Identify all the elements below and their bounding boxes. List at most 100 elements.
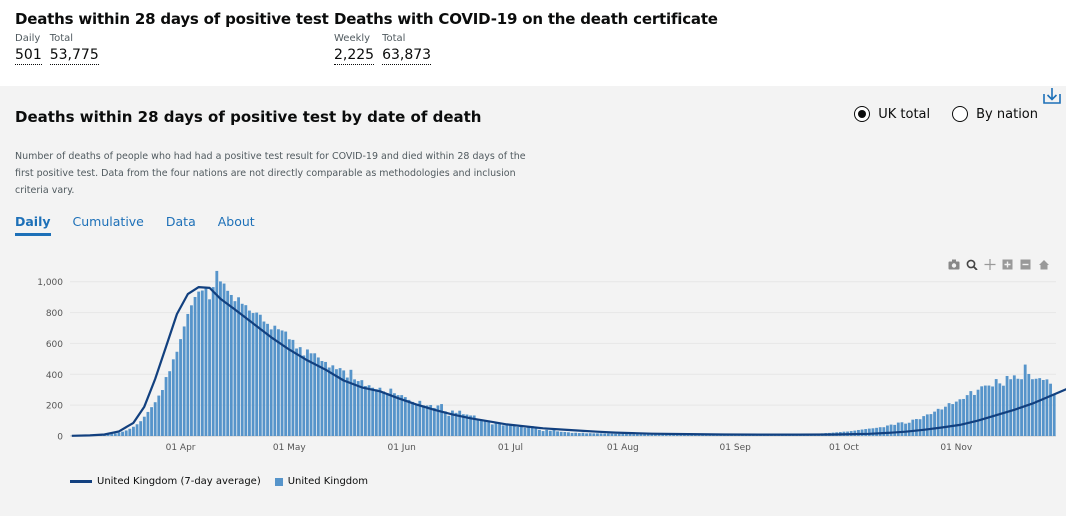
zoom-icon[interactable] [966, 259, 978, 270]
radio-uk-total[interactable]: UK total [854, 106, 930, 122]
daily-bar [498, 423, 501, 436]
x-tick-label: 01 May [273, 443, 307, 453]
daily-bar [487, 421, 491, 436]
daily-bar [179, 339, 182, 436]
daily-bar [222, 283, 226, 436]
daily-bar [519, 426, 523, 436]
daily-bar [469, 415, 472, 436]
daily-bar [563, 431, 567, 436]
daily-bar [150, 407, 153, 436]
daily-bar [132, 426, 135, 436]
daily-bar [171, 359, 175, 436]
daily-bar [962, 398, 965, 436]
daily-bar [106, 434, 110, 436]
card-title: Deaths within 28 days of positive test b… [15, 108, 482, 126]
radio-unchecked-icon[interactable] [952, 106, 969, 122]
chart-card: Deaths within 28 days of positive test b… [0, 86, 1066, 516]
daily-bar [1023, 364, 1027, 436]
tab-cumulative[interactable]: Cumulative [72, 214, 144, 229]
radio-nation-label: By nation [976, 106, 1038, 122]
daily-value[interactable]: 501 [15, 47, 42, 65]
daily-bar [331, 365, 335, 436]
daily-bar [389, 388, 393, 436]
daily-bar [248, 310, 251, 436]
daily-bar [987, 385, 991, 436]
daily-bar [454, 412, 458, 436]
daily-bar [425, 405, 429, 436]
daily-bar [407, 399, 411, 436]
radio-checked-icon[interactable] [854, 106, 871, 122]
daily-bar [197, 291, 201, 436]
daily-bar [947, 403, 951, 436]
daily-bar [414, 404, 418, 436]
zoom-out-icon[interactable] [1020, 259, 1032, 270]
headline-metrics: Weekly 2,225 Total 63,873 [334, 33, 718, 65]
zoom-in-icon[interactable] [1002, 259, 1014, 270]
x-tick-label: 01 Jul [498, 443, 523, 453]
daily-bar [541, 431, 545, 436]
daily-bar [316, 357, 320, 436]
daily-bar [1052, 393, 1056, 436]
daily-bar [969, 391, 973, 436]
daily-bar [603, 433, 607, 436]
legend-item-daily[interactable]: United Kingdom [274, 476, 368, 487]
home-icon[interactable] [1038, 259, 1050, 270]
daily-bar [1009, 379, 1013, 436]
tab-about[interactable]: About [217, 214, 255, 229]
daily-bar [182, 326, 186, 436]
daily-bar [208, 299, 211, 436]
daily-bar [476, 419, 480, 436]
daily-bar [915, 419, 918, 436]
daily-bar [190, 305, 193, 436]
daily-bar [251, 313, 255, 436]
daily-bar [944, 406, 947, 436]
total-value[interactable]: 63,873 [382, 47, 432, 65]
chart-tabs: Daily Cumulative Data About [15, 214, 255, 236]
legend-item-average[interactable]: United Kingdom (7-day average) [70, 476, 261, 487]
daily-bar [965, 395, 969, 436]
daily-bar [338, 368, 342, 436]
seven-day-average-line [71, 286, 1066, 437]
tab-data[interactable]: Data [165, 214, 196, 229]
total-value[interactable]: 53,775 [49, 47, 99, 65]
daily-bar [142, 416, 146, 436]
daily-bar [976, 389, 980, 436]
daily-bar [1031, 379, 1034, 436]
daily-bar [668, 434, 672, 436]
daily-bar [567, 432, 570, 436]
camera-icon[interactable] [948, 259, 960, 270]
daily-bar [882, 427, 886, 436]
daily-bar [527, 426, 530, 436]
daily-bar [907, 422, 911, 436]
daily-bar [577, 433, 581, 436]
daily-bar [1012, 375, 1016, 436]
x-tick-label: 01 Jun [387, 443, 415, 453]
daily-bar [592, 433, 596, 436]
daily-bar [443, 411, 447, 436]
headline-deaths-certificate: Deaths with COVID-19 on the death certif… [334, 10, 718, 65]
daily-bar [860, 429, 864, 436]
daily-bar [889, 424, 893, 436]
tab-daily[interactable]: Daily [15, 214, 51, 236]
radio-by-nation[interactable]: By nation [952, 106, 1038, 122]
daily-bar [922, 416, 926, 436]
daily-bar [911, 419, 915, 436]
daily-bar [1049, 383, 1052, 436]
daily-bar [980, 386, 984, 436]
daily-bar [925, 414, 929, 436]
daily-bar [929, 414, 933, 436]
total-metric: Total 63,873 [382, 33, 432, 65]
daily-bar [396, 395, 400, 436]
daily-bar [683, 434, 686, 436]
weekly-value[interactable]: 2,225 [334, 47, 375, 65]
download-icon[interactable] [1042, 86, 1062, 106]
daily-bar [211, 287, 215, 436]
daily-bar [164, 377, 168, 436]
pan-icon[interactable] [984, 259, 996, 270]
daily-bar [273, 325, 277, 436]
y-tick-label: 1,000 [37, 278, 63, 288]
daily-bar [538, 429, 541, 436]
daily-bar [146, 411, 150, 436]
daily-bar [353, 379, 356, 436]
daily-bar [262, 321, 266, 436]
